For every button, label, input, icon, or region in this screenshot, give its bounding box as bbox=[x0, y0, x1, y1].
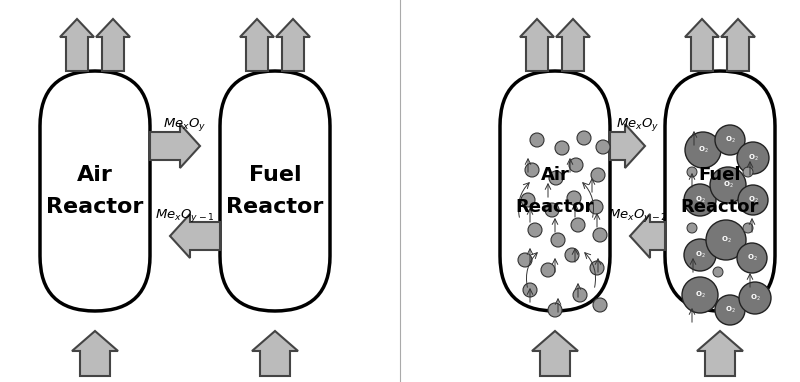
Circle shape bbox=[567, 191, 581, 205]
Text: O$_2$: O$_2$ bbox=[698, 145, 708, 155]
Circle shape bbox=[541, 263, 555, 277]
Circle shape bbox=[569, 158, 583, 172]
Circle shape bbox=[555, 141, 569, 155]
Circle shape bbox=[715, 125, 745, 155]
Circle shape bbox=[591, 168, 605, 182]
Circle shape bbox=[549, 171, 563, 185]
Circle shape bbox=[743, 167, 753, 177]
Circle shape bbox=[715, 295, 745, 325]
FancyArrow shape bbox=[721, 19, 755, 71]
Text: Reactor: Reactor bbox=[46, 197, 144, 217]
FancyArrow shape bbox=[685, 19, 719, 71]
Text: O$_2$: O$_2$ bbox=[694, 250, 706, 260]
FancyArrow shape bbox=[60, 19, 94, 71]
FancyArrow shape bbox=[72, 331, 118, 376]
Text: O$_2$: O$_2$ bbox=[746, 253, 758, 263]
Text: O$_2$: O$_2$ bbox=[722, 180, 734, 190]
FancyBboxPatch shape bbox=[220, 71, 330, 311]
Text: O$_2$: O$_2$ bbox=[725, 305, 735, 315]
FancyArrow shape bbox=[276, 19, 310, 71]
Text: O$_2$: O$_2$ bbox=[721, 235, 731, 245]
Text: Reactor: Reactor bbox=[226, 197, 324, 217]
Circle shape bbox=[739, 282, 771, 314]
Text: $Me_xO_y$: $Me_xO_y$ bbox=[163, 116, 206, 133]
Circle shape bbox=[593, 228, 607, 242]
Circle shape bbox=[545, 203, 559, 217]
FancyArrow shape bbox=[630, 214, 665, 258]
Text: Fuel: Fuel bbox=[249, 165, 302, 185]
FancyBboxPatch shape bbox=[40, 71, 150, 311]
Text: O$_2$: O$_2$ bbox=[748, 153, 758, 163]
Circle shape bbox=[523, 283, 537, 297]
FancyArrow shape bbox=[170, 214, 220, 258]
Circle shape bbox=[548, 303, 562, 317]
FancyArrow shape bbox=[610, 124, 645, 168]
FancyArrow shape bbox=[520, 19, 554, 71]
Circle shape bbox=[687, 167, 697, 177]
Circle shape bbox=[551, 233, 565, 247]
FancyArrow shape bbox=[697, 331, 743, 376]
Circle shape bbox=[577, 131, 591, 145]
Text: $Me_xO_y$: $Me_xO_y$ bbox=[616, 116, 659, 133]
FancyBboxPatch shape bbox=[500, 71, 610, 311]
Text: O$_2$: O$_2$ bbox=[748, 195, 758, 205]
Text: O$_2$: O$_2$ bbox=[694, 195, 706, 205]
Circle shape bbox=[530, 133, 544, 147]
Circle shape bbox=[518, 253, 532, 267]
Circle shape bbox=[738, 185, 768, 215]
Circle shape bbox=[713, 267, 723, 277]
Circle shape bbox=[565, 248, 579, 262]
Text: Fuel: Fuel bbox=[698, 166, 742, 184]
Circle shape bbox=[573, 288, 587, 302]
FancyArrow shape bbox=[96, 19, 130, 71]
Circle shape bbox=[571, 218, 585, 232]
Circle shape bbox=[737, 243, 767, 273]
Circle shape bbox=[684, 239, 716, 271]
Circle shape bbox=[590, 261, 604, 275]
FancyArrow shape bbox=[556, 19, 590, 71]
Circle shape bbox=[706, 220, 746, 260]
Circle shape bbox=[684, 184, 716, 216]
Circle shape bbox=[687, 223, 697, 233]
Text: O$_2$: O$_2$ bbox=[750, 293, 760, 303]
Text: Reactor: Reactor bbox=[681, 198, 759, 216]
FancyArrow shape bbox=[252, 331, 298, 376]
FancyArrow shape bbox=[532, 331, 578, 376]
Text: Reactor: Reactor bbox=[516, 198, 594, 216]
FancyBboxPatch shape bbox=[665, 71, 775, 311]
Circle shape bbox=[593, 298, 607, 312]
Circle shape bbox=[528, 223, 542, 237]
FancyArrow shape bbox=[240, 19, 274, 71]
Circle shape bbox=[521, 193, 535, 207]
Text: $Me_xO_{y-1}$: $Me_xO_{y-1}$ bbox=[155, 207, 215, 224]
Circle shape bbox=[685, 132, 721, 168]
Text: O$_2$: O$_2$ bbox=[725, 135, 735, 145]
Circle shape bbox=[525, 163, 539, 177]
Circle shape bbox=[710, 167, 746, 203]
Circle shape bbox=[743, 223, 753, 233]
Text: O$_2$: O$_2$ bbox=[694, 290, 706, 300]
Circle shape bbox=[682, 277, 718, 313]
Circle shape bbox=[589, 200, 603, 214]
FancyArrow shape bbox=[150, 124, 200, 168]
Circle shape bbox=[596, 140, 610, 154]
Text: Air: Air bbox=[541, 166, 570, 184]
Text: $Me_xO_{y-2}$: $Me_xO_{y-2}$ bbox=[608, 207, 667, 224]
Circle shape bbox=[737, 142, 769, 174]
Text: Air: Air bbox=[77, 165, 113, 185]
